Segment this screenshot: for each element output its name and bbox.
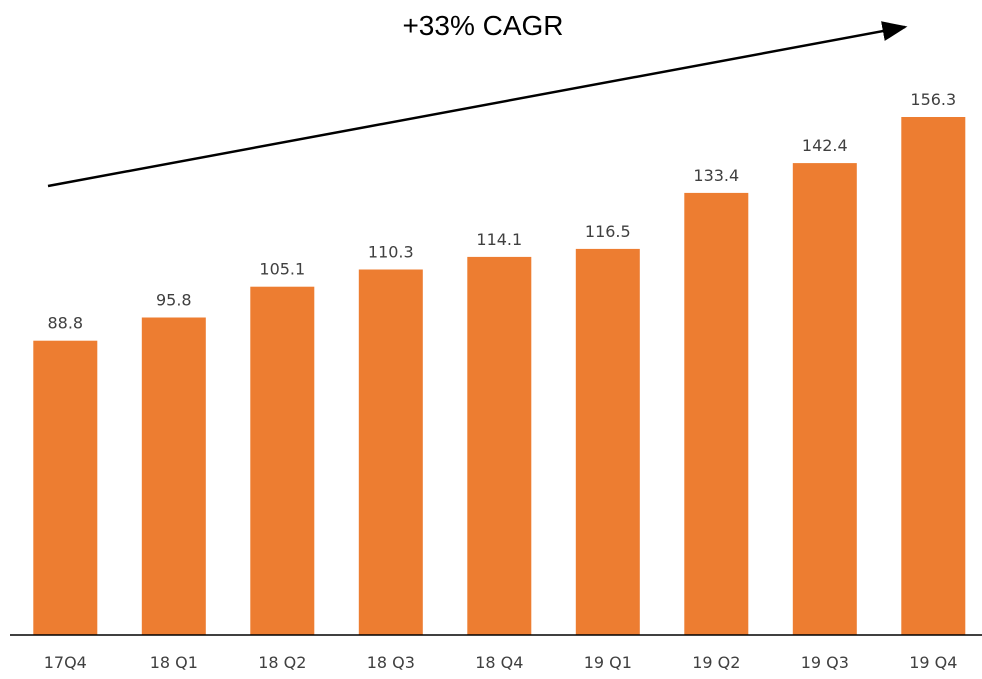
bar-18q1: [141, 317, 206, 635]
value-label-18q2: 105.1: [259, 260, 305, 279]
value-label-19q2: 133.4: [693, 166, 739, 185]
x-tick-label-18q2: 18 Q2: [258, 653, 306, 672]
x-tick-label-18q1: 18 Q1: [150, 653, 198, 672]
x-tick-labels-group: 17Q4 18 Q1 18 Q2 18 Q3 18 Q4 19 Q1 19 Q2 19 Q3 1…: [44, 653, 958, 672]
value-label-18q3: 110.3: [368, 243, 414, 262]
x-tick-label-19q2: 19 Q2: [692, 653, 740, 672]
bar-18q4: [467, 256, 532, 635]
bar-18q3: [358, 269, 423, 635]
cagr-annotation: +33% CAGR: [47, 10, 908, 188]
bar-19q3: [792, 163, 857, 635]
bars-group: [33, 117, 966, 635]
value-label-19q4: 156.3: [910, 90, 956, 109]
value-labels-group: 88.8 95.8 105.1 110.3 114.1 116.5 133.4 142.4 15…: [47, 90, 956, 333]
x-tick-label-19q1: 19 Q1: [584, 653, 632, 672]
x-tick-label-19q4: 19 Q4: [909, 653, 957, 672]
value-label-18q1: 95.8: [156, 291, 192, 310]
bar-17q4: [33, 340, 98, 635]
annotation-text: +33% CAGR: [402, 10, 563, 41]
bar-19q2: [684, 192, 749, 635]
trend-arrow: [47, 21, 908, 188]
x-tick-label-19q3: 19 Q3: [801, 653, 849, 672]
bar-19q4: [901, 117, 966, 635]
value-label-18q4: 114.1: [476, 230, 522, 249]
value-label-19q1: 116.5: [585, 222, 631, 241]
x-tick-label-17q4: 17Q4: [44, 653, 87, 672]
value-label-17q4: 88.8: [47, 314, 83, 333]
x-tick-label-18q3: 18 Q3: [367, 653, 415, 672]
bar-19q1: [575, 248, 640, 635]
value-label-19q3: 142.4: [802, 136, 848, 155]
bar-18q2: [250, 286, 315, 635]
x-tick-label-18q4: 18 Q4: [475, 653, 523, 672]
